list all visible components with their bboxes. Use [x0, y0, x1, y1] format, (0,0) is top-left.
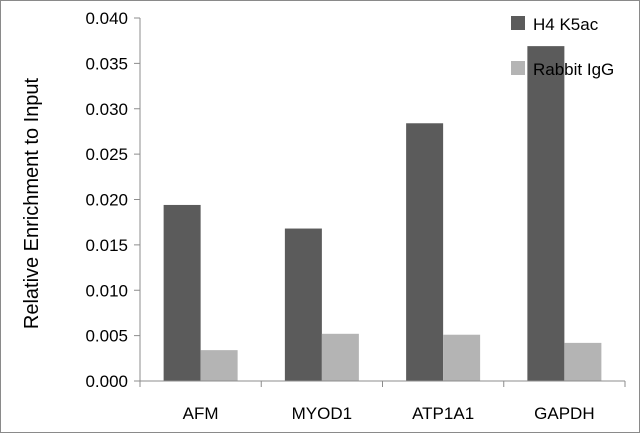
- bars: [163, 46, 602, 382]
- x-tick-label: ATP1A1: [412, 404, 474, 423]
- y-tick-label: 0.025: [85, 145, 128, 164]
- y-tick-label: 0.030: [85, 100, 128, 119]
- legend: H4 K5ac Rabbit IgG: [511, 15, 614, 79]
- bar-h4-k5ac-myod1: [284, 228, 322, 381]
- bar-h4-k5ac-atp1a1: [406, 123, 444, 382]
- x-tick-label: MYOD1: [292, 404, 352, 423]
- x-axis-ticks: AFM MYOD1 ATP1A1 GAPDH: [139, 381, 626, 423]
- bar-rabbit-igg-atp1a1: [443, 334, 481, 381]
- y-tick-label: 0.000: [85, 372, 128, 391]
- bar-rabbit-igg-myod1: [321, 333, 359, 381]
- legend-label: Rabbit IgG: [533, 60, 614, 79]
- y-tick-label: 0.020: [85, 191, 128, 210]
- bar-rabbit-igg-gapdh: [564, 342, 602, 381]
- x-tick-label: GAPDH: [534, 404, 594, 423]
- legend-swatch: [511, 16, 525, 30]
- bar-h4-k5ac-afm: [163, 204, 201, 381]
- y-tick-label: 0.010: [85, 281, 128, 300]
- x-tick-label: AFM: [183, 404, 219, 423]
- y-tick-label: 0.040: [85, 9, 128, 28]
- y-tick-label: 0.015: [85, 236, 128, 255]
- y-axis-label: Relative Enrichment to Input: [21, 77, 43, 329]
- y-axis-ticks: 0.000 0.005 0.010 0.015 0.020 0.025 0.030 0.035…: [85, 9, 140, 391]
- y-tick-label: 0.005: [85, 327, 128, 346]
- legend-swatch: [511, 61, 525, 75]
- y-tick-label: 0.035: [85, 54, 128, 73]
- bar-rabbit-igg-afm: [200, 350, 238, 381]
- bar-h4-k5ac-gapdh: [527, 46, 565, 381]
- legend-label: H4 K5ac: [533, 15, 599, 34]
